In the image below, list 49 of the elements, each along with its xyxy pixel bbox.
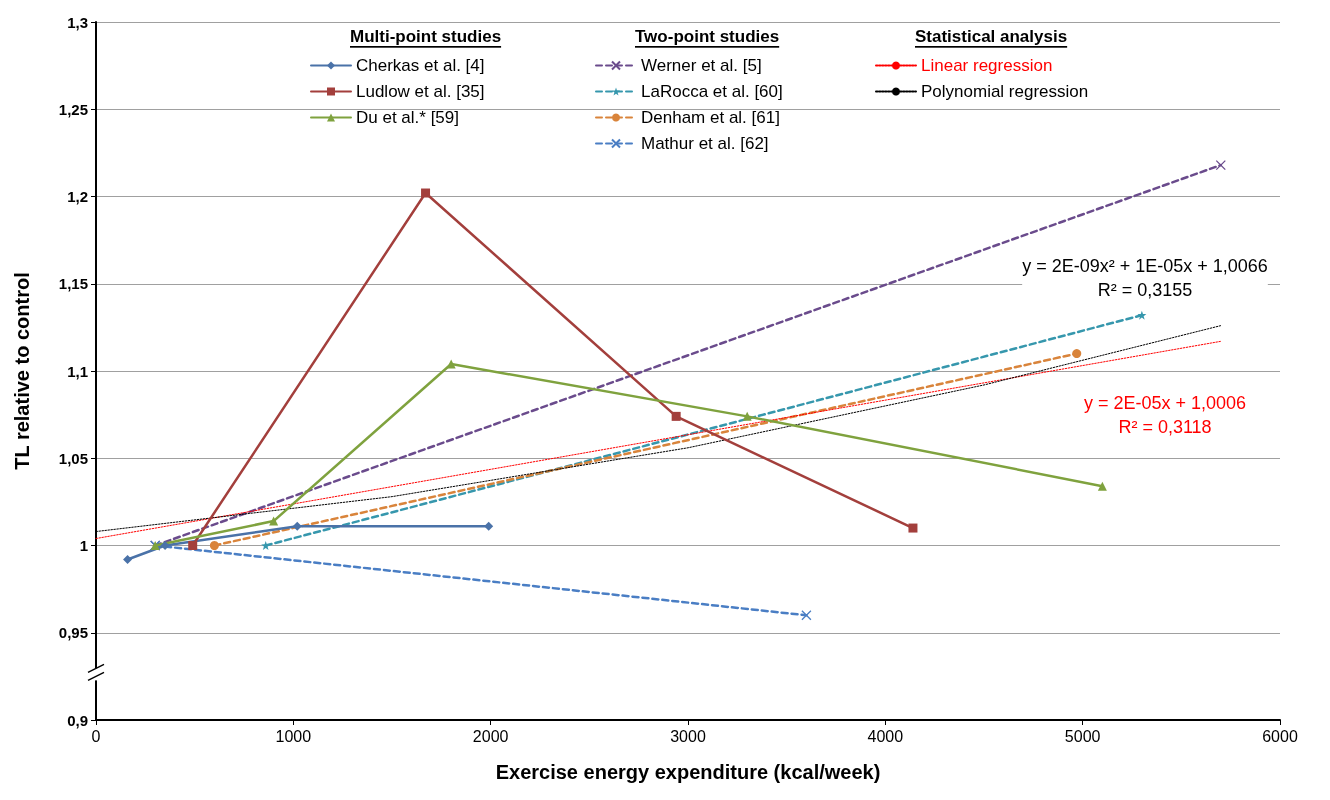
y-tick-label: 0,9 [67, 711, 88, 729]
annotation: y = 2E-05x + 1,0006 R² = 0,3118 [1083, 393, 1247, 437]
y-tick-label: 1,3 [67, 13, 88, 31]
legend-label: LaRocca et al. [60] [641, 82, 783, 101]
legend-label: Du et al.* [59] [356, 108, 460, 127]
point [1072, 349, 1082, 359]
point [292, 521, 302, 531]
x-tick-label: 6000 [1262, 727, 1298, 745]
annotation: y = 2E-09x² + 1E-05x + 1,0066 R² = 0,3155 [1022, 256, 1268, 300]
legend-label: Denham et al. [61] [641, 108, 780, 127]
point [209, 541, 219, 550]
x-axis-title: Exercise energy expenditure (kcal/week) [495, 761, 881, 783]
point [671, 411, 681, 421]
x-tick-label: 5000 [1064, 727, 1101, 745]
y-tick-label: 1,15 [58, 275, 88, 293]
y-tick-label: 0,95 [58, 624, 88, 642]
x-tick-label: 2000 [472, 727, 509, 745]
point [123, 554, 133, 564]
point [269, 516, 279, 526]
point [1137, 310, 1147, 320]
point [484, 521, 494, 531]
y-tick-label: 1 [79, 537, 88, 554]
legend-label: Mathur et al. [62] [641, 134, 769, 153]
annotation: Two-point studies [635, 27, 780, 46]
point [446, 359, 456, 369]
legend-label: Ludlow et al. [35] [356, 82, 485, 101]
y-tick-label: 1,05 [58, 449, 88, 467]
y-tick-label: 1,1 [67, 362, 88, 380]
point [160, 541, 170, 550]
point [188, 541, 198, 550]
annotation: Multi-point studies [350, 27, 502, 46]
point [908, 523, 918, 533]
x-tick-label: 1000 [275, 727, 312, 745]
point [1215, 159, 1226, 171]
y-axis-title: TL relative to control [11, 272, 33, 470]
x-tick-label: 3000 [670, 727, 706, 745]
point [801, 610, 812, 621]
x-tick-label: 0 [91, 727, 101, 745]
point [742, 411, 752, 421]
legend-label: Linear regression [921, 56, 1053, 75]
legend-label: Polynomial regression [921, 82, 1089, 101]
legend-label: Cherkas et al. [4] [356, 56, 485, 75]
annotation: Statistical analysis [915, 27, 1068, 46]
y-tick-label: 1,25 [58, 100, 88, 118]
x-tick-label: 4000 [867, 727, 904, 745]
legend-label: Werner et al. [5] [641, 56, 762, 75]
y-tick-label: 1,2 [67, 188, 88, 205]
point [1097, 481, 1107, 491]
point [421, 188, 431, 198]
